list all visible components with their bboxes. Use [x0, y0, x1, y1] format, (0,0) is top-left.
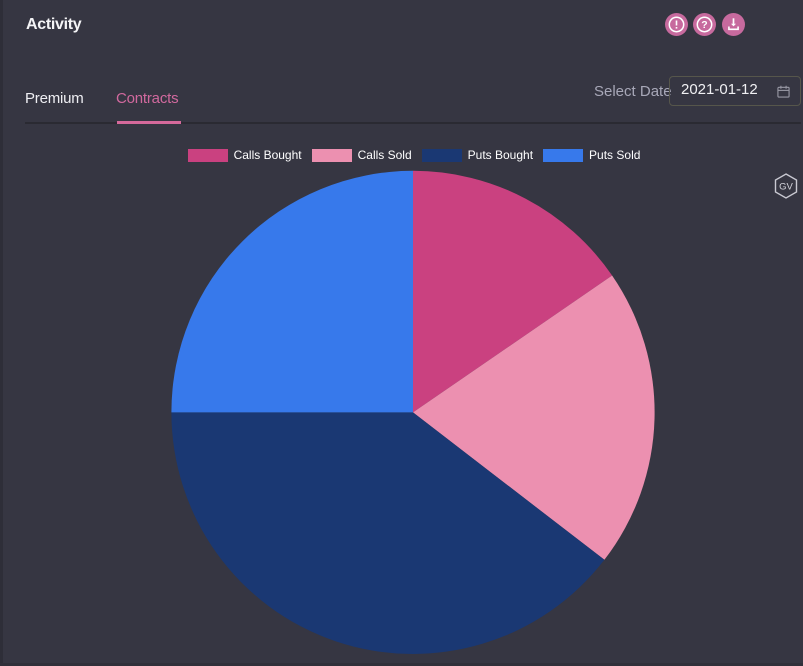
svg-text:GV: GV [779, 182, 793, 193]
svg-text:?: ? [701, 19, 707, 31]
